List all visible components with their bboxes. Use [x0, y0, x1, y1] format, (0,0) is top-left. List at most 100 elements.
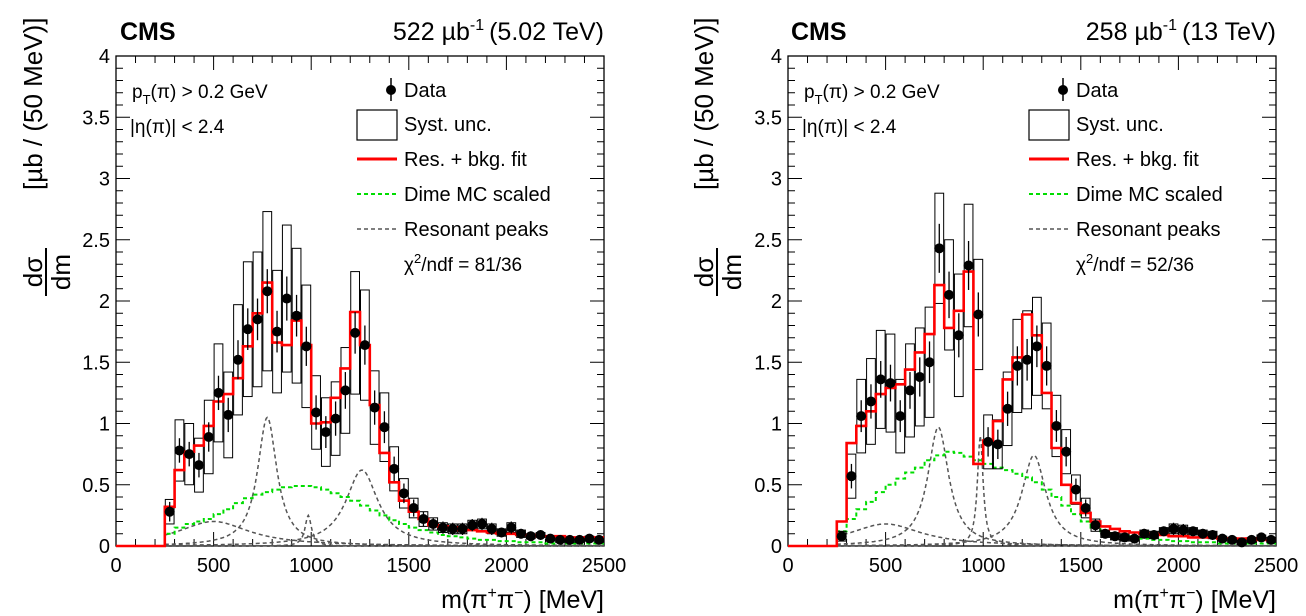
y-tick-label: 0.5	[82, 475, 110, 497]
data-point	[1208, 530, 1218, 540]
y-tick-label: 2	[99, 291, 110, 313]
data-point	[1061, 447, 1071, 457]
data-point	[370, 403, 380, 413]
data-point	[1188, 526, 1198, 536]
data-point	[516, 529, 526, 539]
legend-fit-label: Res. + bkg. fit	[404, 149, 527, 171]
legend-fit: Res. + bkg. fit	[1029, 149, 1199, 171]
data-point	[876, 374, 886, 384]
data-point	[233, 355, 243, 365]
data-point	[993, 439, 1003, 449]
data-point	[311, 407, 321, 417]
x-tick-label: 2500	[1254, 555, 1299, 577]
y-tick-label: 3	[99, 169, 110, 191]
cms-label: CMS	[791, 18, 847, 46]
data-point	[1139, 529, 1149, 539]
x-axis-title: m(π+π−) [MeV]	[441, 585, 604, 614]
data-point	[1129, 534, 1139, 544]
y-tick-label: 3.5	[754, 107, 782, 129]
data-point	[555, 535, 565, 545]
data-point	[1120, 532, 1130, 542]
legend-dime-label: Dime MC scaled	[404, 184, 551, 206]
legend-syst: Syst. unc.	[1029, 110, 1164, 140]
chi2-label: χ2/ndf = 81/36	[404, 251, 522, 276]
y-tick-label: 4	[771, 46, 782, 68]
y-axis-title: [µb / (50 MeV)]	[689, 18, 719, 190]
data-point	[1217, 534, 1227, 544]
data-point	[457, 524, 467, 534]
legend-peaks: Resonant peaks	[1029, 219, 1221, 241]
resonant-peak-curve	[837, 436, 1276, 546]
data-point	[497, 528, 507, 538]
data-point	[506, 523, 516, 533]
data-point	[584, 534, 594, 544]
y-tick-label: 3.5	[82, 107, 110, 129]
y-tick-label: 0	[771, 536, 782, 558]
left-panel: [µb / (50 MeV)] dσ dm CMS 522 µb-1 (5.02 …	[18, 17, 626, 614]
data-point	[409, 503, 419, 513]
y-tick-label: 2.5	[754, 230, 782, 252]
data-point	[575, 535, 585, 545]
legend-dime: Dime MC scaled	[357, 184, 551, 206]
y-axis-fraction: dσ dm	[18, 248, 76, 296]
data-point	[213, 388, 223, 398]
legend-syst-label: Syst. unc.	[1076, 114, 1164, 136]
legend-dime: Dime MC scaled	[1029, 184, 1223, 206]
y-axis-numerator: dσ	[689, 257, 719, 288]
y-axis-title: [µb / (50 MeV)]	[18, 18, 48, 190]
data-point	[964, 260, 974, 270]
data-point	[846, 471, 856, 481]
data-point	[467, 520, 477, 530]
data-point	[1090, 520, 1100, 530]
legend-peaks-label: Resonant peaks	[404, 219, 549, 241]
data-point	[885, 378, 895, 388]
data-point	[1237, 537, 1247, 547]
data-point	[174, 445, 184, 455]
data-point	[1149, 530, 1159, 540]
data-point	[1169, 524, 1179, 534]
data-point	[418, 514, 428, 524]
resonant-peak-curve	[837, 427, 1276, 546]
data-point	[944, 290, 954, 300]
x-tick-label: 500	[869, 555, 902, 577]
legend-syst-label: Syst. unc.	[404, 114, 492, 136]
lumi-label: 522 µb-1 (5.02 TeV)	[393, 17, 604, 46]
legend-data: Data	[1058, 78, 1119, 102]
data-point	[983, 437, 993, 447]
data-point	[565, 535, 575, 545]
x-axis-title: m(π+π−) [MeV]	[1113, 585, 1276, 614]
data-point	[905, 385, 915, 395]
y-tick-label: 1	[99, 414, 110, 436]
data-point	[1256, 532, 1266, 542]
pt-cut-label: pT(π) > 0.2 GeV	[804, 82, 940, 107]
data-point	[350, 328, 360, 338]
x-tick-label: 1000	[289, 555, 334, 577]
eta-cut-label: |η(π)| < 2.4	[130, 117, 225, 138]
data-point	[915, 372, 925, 382]
legend-data-label: Data	[1076, 80, 1119, 102]
y-tick-label: 1	[771, 414, 782, 436]
data-point	[1100, 529, 1110, 539]
data-point	[477, 519, 487, 529]
data-point	[389, 464, 399, 474]
y-axis-denominator: dm	[717, 254, 747, 290]
data-point	[925, 357, 935, 367]
data-point	[262, 286, 272, 296]
data-point	[448, 524, 458, 534]
data-point	[866, 396, 876, 406]
data-point	[379, 422, 389, 432]
data-point	[1042, 361, 1052, 371]
right-panel: [µb / (50 MeV)] dσ dm CMS 258 µb-1 (13 Te…	[689, 17, 1298, 614]
data-point	[184, 449, 194, 459]
y-tick-label: 2.5	[82, 230, 110, 252]
y-axis-denominator: dm	[46, 254, 76, 290]
data-point	[545, 534, 555, 544]
data-point	[536, 530, 546, 540]
pt-cut-label: pT(π) > 0.2 GeV	[132, 82, 268, 107]
y-axis-fraction: dσ dm	[689, 248, 747, 296]
data-point	[1159, 526, 1169, 536]
data-point	[243, 324, 253, 334]
data-point	[594, 535, 604, 545]
data-point	[1071, 485, 1081, 495]
y-tick-label: 3	[771, 169, 782, 191]
